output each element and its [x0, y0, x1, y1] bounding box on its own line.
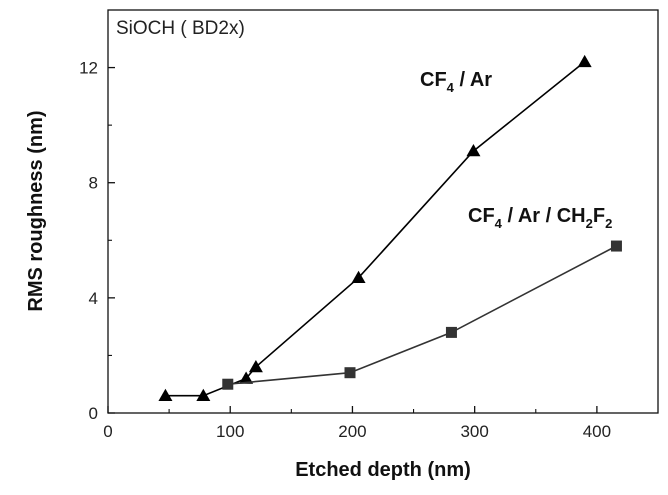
data-point-square [610, 240, 622, 252]
data-point-square [222, 378, 234, 390]
series-label-ch2f2-sub: 4 [495, 216, 503, 231]
y-axis: 0 4 8 12 [79, 59, 115, 423]
series-label-ch2f2-part: / Ar / CH [502, 205, 586, 227]
x-tick-label: 100 [216, 422, 244, 441]
y-tick-label: 12 [79, 59, 98, 78]
x-tick-label: 300 [460, 422, 488, 441]
data-point-triangle [577, 54, 592, 68]
data-point-square [445, 326, 457, 338]
x-axis-title: Etched depth (nm) [295, 459, 471, 481]
data-point-triangle [466, 144, 481, 157]
data-point-square [344, 367, 356, 379]
y-tick-label: 0 [89, 404, 98, 423]
series-label-cf4-ar-part: / Ar [454, 69, 492, 91]
series-label-cf4-ar-ch2f2: CF4 / Ar / CH2F2 [468, 205, 612, 231]
series-label-ch2f2-sub: 2 [605, 216, 612, 231]
chart-annotation: SiOCH ( BD2x) [116, 18, 245, 39]
y-tick-label: 4 [89, 289, 98, 308]
y-tick-label: 8 [89, 174, 98, 193]
series-label-ch2f2-sub: 2 [586, 216, 593, 231]
data-point-triangle [351, 270, 366, 283]
x-tick-label: 200 [338, 422, 366, 441]
series-layer [158, 54, 622, 401]
data-point-triangle [239, 371, 254, 384]
data-point-triangle [158, 388, 173, 401]
series-label-cf4-ar-sub: 4 [447, 80, 455, 95]
series-line-0 [165, 61, 586, 397]
series-label-cf4-ar: CF4 / Ar [420, 69, 492, 95]
data-point-triangle [196, 388, 211, 401]
plot-area [107, 9, 659, 414]
series-line-1 [227, 245, 617, 385]
x-axis: 0 100 200 300 400 [103, 406, 611, 441]
data-point-triangle [248, 359, 263, 373]
y-axis-title: RMS roughness (nm) [25, 110, 47, 311]
series-label-ch2f2-part: CF [468, 205, 495, 227]
x-tick-label: 0 [103, 422, 112, 441]
series-label-ch2f2-part: F [593, 205, 605, 227]
series-label-cf4-ar-part: CF [420, 69, 447, 91]
x-tick-label: 400 [583, 422, 611, 441]
